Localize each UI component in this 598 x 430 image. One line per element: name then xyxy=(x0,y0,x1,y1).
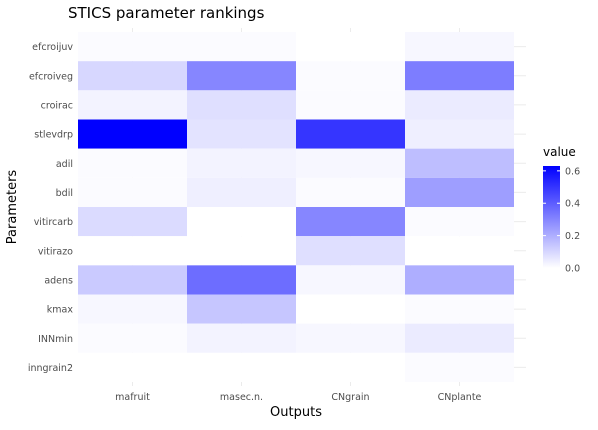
heatmap-cell xyxy=(405,236,514,266)
heatmap-cell xyxy=(78,32,187,62)
x-tick-label: mafruit xyxy=(115,392,150,403)
y-tick-label: adil xyxy=(56,159,73,170)
legend: value 0.0 0.2 0.4 0.6 xyxy=(543,145,580,275)
heatmap-cell xyxy=(78,177,187,207)
y-tick-label: vitircarb xyxy=(34,217,73,228)
heatmap-cell xyxy=(78,236,187,266)
legend-tick-label: 0.4 xyxy=(565,199,580,210)
heatmap-cell xyxy=(296,32,405,62)
y-tick-label: adens xyxy=(44,275,73,286)
y-tick-label: bdil xyxy=(56,188,73,199)
x-tick-labels: mafruit masec.n. CNgrain CNplante xyxy=(115,392,481,403)
heatmap-cell xyxy=(78,90,187,120)
heatmap-cells xyxy=(78,32,514,382)
heatmap-cell xyxy=(296,207,405,237)
heatmap-cell xyxy=(296,323,405,353)
heatmap-cell xyxy=(405,148,514,178)
heatmap-cell xyxy=(405,294,514,324)
heatmap-cell xyxy=(78,207,187,237)
legend-title: value xyxy=(543,145,576,159)
heatmap-cell xyxy=(78,294,187,324)
legend-tick-label: 0.6 xyxy=(565,166,580,177)
heatmap-cell xyxy=(78,352,187,382)
heatmap-cell xyxy=(405,61,514,91)
heatmap-cell xyxy=(296,236,405,266)
heatmap-cell xyxy=(296,294,405,324)
heatmap-cell xyxy=(187,90,296,120)
heatmap-cell xyxy=(187,32,296,62)
y-tick-label: vitirazo xyxy=(38,246,73,257)
heatmap-cell xyxy=(296,90,405,120)
heatmap-cell xyxy=(296,148,405,178)
chart-title: STICS parameter rankings xyxy=(68,4,265,22)
heatmap-cell xyxy=(405,265,514,295)
heatmap-cell xyxy=(187,207,296,237)
heatmap-cell xyxy=(78,61,187,91)
legend-color-bar xyxy=(543,166,560,268)
heatmap-cell xyxy=(187,352,296,382)
x-axis-label: Outputs xyxy=(270,405,322,420)
y-tick-labels: efcroijuv efcroiveg croirac stlevdrp adil bdi… xyxy=(28,42,74,374)
y-tick-label: efcroiveg xyxy=(29,71,73,82)
heatmap-cell xyxy=(296,352,405,382)
heatmap-cell xyxy=(405,32,514,62)
y-tick-label: efcroijuv xyxy=(32,42,73,53)
heatmap-cell xyxy=(78,148,187,178)
y-tick-label: INNmin xyxy=(38,334,73,345)
legend-tick-label: 0.0 xyxy=(565,264,580,275)
x-tick-label: CNplante xyxy=(438,392,482,403)
heatmap-cell xyxy=(78,265,187,295)
heatmap-cell xyxy=(187,148,296,178)
heatmap-cell xyxy=(187,236,296,266)
heatmap-cell xyxy=(405,177,514,207)
x-tick-label: masec.n. xyxy=(220,392,263,403)
heatmap-cell xyxy=(405,207,514,237)
heatmap-cell xyxy=(187,265,296,295)
heatmap-cell xyxy=(187,323,296,353)
heatmap-cell xyxy=(405,90,514,120)
heatmap-cell xyxy=(296,265,405,295)
heatmap-cell xyxy=(405,323,514,353)
y-tick-label: kmax xyxy=(47,305,74,316)
heatmap-cell xyxy=(296,61,405,91)
heatmap-cell xyxy=(187,119,296,149)
heatmap-cell xyxy=(78,119,187,149)
y-tick-label: croirac xyxy=(41,100,73,111)
x-tick-label: CNgrain xyxy=(331,392,369,403)
heatmap-cell xyxy=(187,294,296,324)
y-tick-label: stlevdrp xyxy=(34,130,73,141)
legend-tick-label: 0.2 xyxy=(565,231,580,242)
heatmap-cell xyxy=(296,119,405,149)
heatmap-cell xyxy=(405,119,514,149)
heatmap-cell xyxy=(405,352,514,382)
heatmap-cell xyxy=(187,177,296,207)
legend-ticks: 0.0 0.2 0.4 0.6 xyxy=(543,166,580,275)
y-axis-label: Parameters xyxy=(5,170,20,245)
heatmap-cell xyxy=(296,177,405,207)
heatmap-cell xyxy=(187,61,296,91)
heatmap-cell xyxy=(78,323,187,353)
y-tick-label: inngrain2 xyxy=(28,363,73,374)
